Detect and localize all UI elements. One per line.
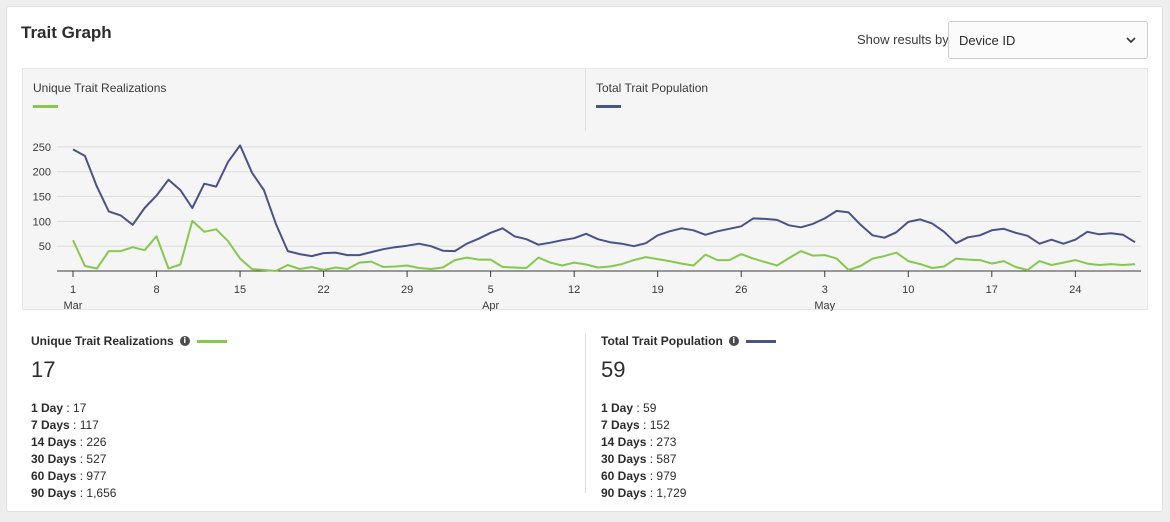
stats-unique: Unique Trait Realizations i 17 1 Day : 1… xyxy=(31,333,586,500)
line-chart: 50 100 150 200 250 1 Mar 8 15 22 29 5 Apr 12 19 26 3 May 1… xyxy=(33,137,1141,311)
chevron-down-icon xyxy=(1126,37,1136,44)
stat-row-value: 977 xyxy=(86,469,107,483)
stat-row: 1 Day : 17 xyxy=(31,401,87,415)
y-tick-label: 50 xyxy=(39,241,51,253)
legend-swatch-green xyxy=(33,105,58,108)
stat-row: 7 Days : 152 xyxy=(601,418,670,432)
trait-graph-card: Trait Graph Show results by: Device ID U… xyxy=(6,6,1163,512)
info-icon[interactable]: i xyxy=(728,336,739,346)
y-tick-label: 100 xyxy=(33,216,51,228)
stat-row-label: 1 Day xyxy=(31,401,64,415)
stat-row: 30 Days : 587 xyxy=(601,452,677,466)
stat-row: 1 Day : 59 xyxy=(601,401,657,415)
stat-row-value: 979 xyxy=(656,469,677,483)
stat-row-label: 14 Days xyxy=(601,435,647,449)
stat-row: 90 Days : 1,656 xyxy=(31,486,117,500)
x-tick-label: 26 xyxy=(735,284,747,296)
stat-row: 30 Days : 527 xyxy=(31,452,107,466)
stats-rows-total: 1 Day : 59 7 Days : 152 14 Days : 273 30 Da… xyxy=(601,400,1141,502)
stat-row-value: 152 xyxy=(649,418,670,432)
stat-row: 14 Days : 273 xyxy=(601,435,677,449)
stat-row: 60 Days : 977 xyxy=(31,469,107,483)
stat-row-label: 14 Days xyxy=(31,435,77,449)
y-tick-label: 250 xyxy=(33,142,51,154)
stat-row-label: 7 Days xyxy=(601,418,640,432)
stat-row-value: 273 xyxy=(656,435,677,449)
stats-swatch-navy xyxy=(745,339,776,343)
legend-total[interactable]: Total Trait Population xyxy=(586,69,1148,131)
legend-unique[interactable]: Unique Trait Realizations xyxy=(23,69,586,131)
stat-row-value: 226 xyxy=(86,435,107,449)
x-tick-label: 3 xyxy=(822,284,828,296)
stats-swatch-green xyxy=(196,339,227,343)
stats-value-unique: 17 xyxy=(31,357,56,382)
stat-row-value: 587 xyxy=(656,452,677,466)
stat-row-label: 1 Day xyxy=(601,401,634,415)
stat-row-value: 1,729 xyxy=(656,486,687,500)
x-tick-label: 12 xyxy=(568,284,580,296)
x-tick-label: 10 xyxy=(902,284,914,296)
x-tick-label: 22 xyxy=(317,284,329,296)
select-value: Device ID xyxy=(959,32,1016,48)
legend-label-total: Total Trait Population xyxy=(596,81,709,95)
stats-title-unique: Unique Trait Realizations xyxy=(31,334,174,348)
stats-rows-unique: 1 Day : 17 7 Days : 117 14 Days : 226 30 Da… xyxy=(31,400,585,502)
stat-row-label: 60 Days xyxy=(31,469,77,483)
x-month-label: May xyxy=(814,300,835,311)
x-tick-label: 24 xyxy=(1069,284,1081,296)
x-tick-label: 8 xyxy=(153,284,159,296)
x-tick-label: 5 xyxy=(488,284,494,296)
stat-row-value: 527 xyxy=(86,452,107,466)
stat-row-label: 90 Days xyxy=(601,486,647,500)
x-tick-label: 1 xyxy=(70,284,76,296)
series-line-total xyxy=(72,144,1136,258)
stat-row: 60 Days : 979 xyxy=(601,469,677,483)
stat-row: 7 Days : 117 xyxy=(31,418,99,432)
stat-row-value: 117 xyxy=(79,418,99,432)
stat-row: 90 Days : 1,729 xyxy=(601,486,687,500)
legend-label-unique: Unique Trait Realizations xyxy=(33,81,167,95)
stat-row: 14 Days : 226 xyxy=(31,435,107,449)
x-tick-label: 15 xyxy=(234,284,246,296)
show-results-select[interactable]: Device ID xyxy=(948,21,1148,59)
stat-row-label: 30 Days xyxy=(31,452,77,466)
x-tick-label: 29 xyxy=(401,284,413,296)
stat-row-label: 7 Days xyxy=(31,418,70,432)
info-icon[interactable]: i xyxy=(179,336,190,346)
plot-background xyxy=(57,137,1141,271)
y-tick-label: 150 xyxy=(33,192,51,204)
stat-row-value: 17 xyxy=(73,401,87,415)
stats-value-total: 59 xyxy=(601,357,626,382)
x-month-label: Mar xyxy=(64,300,83,311)
x-tick-label: 19 xyxy=(652,284,664,296)
x-month-label: Apr xyxy=(482,300,499,311)
chart-area: Unique Trait Realizations Total Trait Po… xyxy=(22,68,1148,311)
x-tick-label: 17 xyxy=(986,284,998,296)
stat-row-label: 30 Days xyxy=(601,452,647,466)
show-results-label: Show results by: xyxy=(857,32,953,47)
series-line-unique xyxy=(72,219,1136,272)
stats-total: Total Trait Population i 59 1 Day : 59 7 … xyxy=(601,333,1141,500)
stat-row-label: 90 Days xyxy=(31,486,77,500)
page-title: Trait Graph xyxy=(21,23,112,42)
stat-row-label: 60 Days xyxy=(601,469,647,483)
legend-swatch-navy xyxy=(596,105,621,108)
y-tick-label: 200 xyxy=(33,167,51,179)
stats-title-total: Total Trait Population xyxy=(601,334,723,348)
stat-row-value: 59 xyxy=(643,401,657,415)
stat-row-value: 1,656 xyxy=(86,486,117,500)
